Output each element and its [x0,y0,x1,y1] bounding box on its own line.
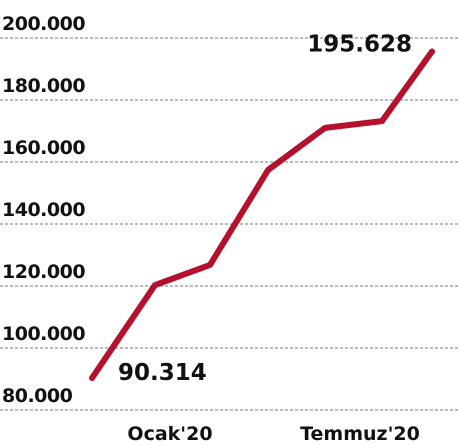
line [89,48,435,382]
y-tick-label: 120.000 [2,261,85,283]
value-label: 90.314 [118,360,207,386]
x-tick-label: Temmuz'20 [300,423,420,445]
x-tick-label: Ocak'20 [127,423,212,445]
y-tick-label: 80.000 [2,385,73,407]
value-label: 195.628 [307,32,412,58]
y-tick-label: 100.000 [2,323,85,345]
y-tick-label: 200.000 [2,13,85,35]
y-tick-label: 180.000 [2,75,85,97]
y-tick-label: 140.000 [2,199,85,221]
y-tick-label: 160.000 [2,137,85,159]
